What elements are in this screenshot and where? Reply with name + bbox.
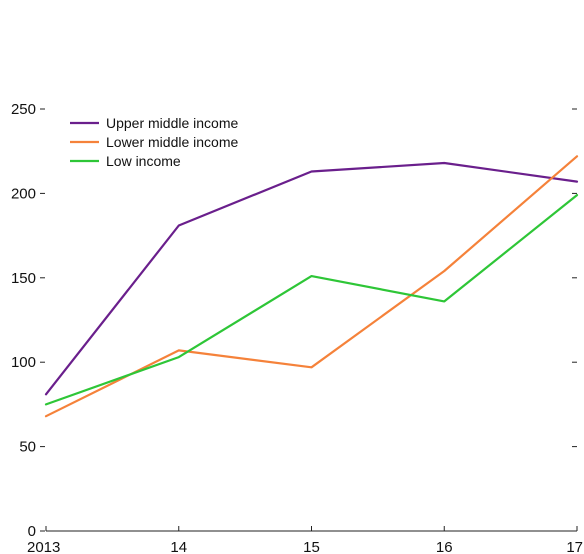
axes: 0 50 100 150 200 250 2013 14 15 16 17 [11,101,583,554]
y-tick-label: 50 [19,439,36,456]
series-lines [44,155,579,418]
y-tick-label: 100 [11,354,36,371]
series-line-lower-middle-income [44,155,579,418]
y-tick-label: 150 [11,270,36,287]
legend: Upper middle income Lower middle income Lo… [70,115,238,169]
y-tick-label: 0 [28,523,36,540]
x-tick-label: 16 [436,539,453,554]
series-line-low-income [44,194,579,406]
legend-label-lower-middle-income: Lower middle income [106,134,238,150]
legend-label-low-income: Low income [106,153,181,169]
x-tick-label: 14 [170,539,187,554]
y-tick-label: 250 [11,101,36,118]
series-line-upper-middle-income [44,161,579,396]
y-tick-label: 200 [11,185,36,202]
legend-label-upper-middle-income: Upper middle income [106,115,238,131]
x-tick-label: 2013 [27,539,60,554]
x-tick-label: 17 [566,539,583,554]
x-tick-label: 15 [303,539,320,554]
